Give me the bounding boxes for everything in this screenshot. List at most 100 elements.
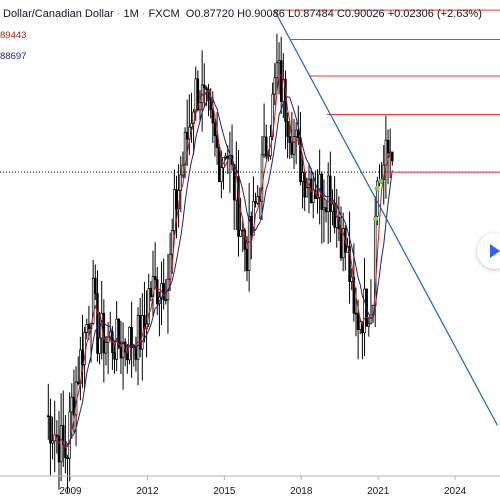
candle-body <box>153 276 157 280</box>
candle-body <box>279 60 283 102</box>
candle-body <box>70 396 74 413</box>
candle-body <box>211 109 215 124</box>
candle-body <box>113 352 116 360</box>
price-change-percent: (+2.63%) <box>436 8 482 20</box>
candle-body <box>91 277 95 324</box>
candle-body <box>277 60 281 64</box>
candle-body <box>128 327 131 361</box>
candle-body <box>57 435 61 463</box>
fast-ma-line <box>54 72 393 449</box>
candle-body <box>305 187 309 198</box>
candle-body <box>322 207 326 210</box>
candle-body <box>215 135 219 148</box>
candle-body <box>391 151 394 162</box>
candle-body <box>55 434 59 437</box>
ohlc-close: C0.90026 <box>336 8 385 20</box>
candle-body <box>239 229 242 237</box>
candle-body <box>260 154 264 202</box>
candle-body <box>147 288 150 325</box>
candle-body <box>311 189 315 204</box>
candle-body <box>384 139 388 166</box>
candle-body <box>203 84 206 89</box>
candle-body <box>294 129 298 137</box>
scroll-right-button[interactable] <box>477 233 500 269</box>
interval-label[interactable]: 1M <box>123 8 139 20</box>
candle-body <box>119 346 123 359</box>
candle-body <box>164 299 168 302</box>
x-tick-label: 2021 <box>367 486 390 497</box>
candle-body <box>49 416 52 444</box>
candle-body <box>130 327 133 348</box>
candle-body <box>241 229 244 232</box>
candle-body <box>335 216 339 228</box>
ohlc-high: H0.90086 <box>237 8 285 20</box>
candle-body <box>162 283 165 301</box>
signal-marker <box>373 216 379 222</box>
candle-body <box>59 425 63 463</box>
candle-body <box>96 293 99 354</box>
signal-marker <box>374 185 380 191</box>
candle-body <box>256 196 259 204</box>
candle-body <box>301 172 304 183</box>
candle-body <box>275 62 279 79</box>
candle-body <box>273 77 277 95</box>
candle-body <box>237 176 240 237</box>
candle-body <box>254 201 257 204</box>
candle-body <box>252 201 255 236</box>
candle-body <box>81 349 84 365</box>
candle-body <box>245 248 249 271</box>
candle-body <box>85 324 89 333</box>
header-separator: · <box>116 8 121 20</box>
candle-body <box>168 253 172 280</box>
candle-body <box>76 381 80 385</box>
candle-body <box>376 180 379 217</box>
candle-body <box>185 131 189 140</box>
candle-body <box>51 440 54 444</box>
x-tick-label: 2015 <box>213 486 236 497</box>
candle-body <box>68 411 71 459</box>
candle-body <box>329 175 332 213</box>
candle-body <box>196 78 200 111</box>
candle-body <box>326 175 330 213</box>
candle-body <box>117 318 121 348</box>
signal-marker <box>378 178 384 184</box>
ohlc-low: L0.87484 <box>287 8 334 20</box>
candle-body <box>213 122 217 137</box>
indicator-fast-ma-value: 89443 <box>0 30 27 41</box>
indicator-slow-ma-value: 88697 <box>0 51 27 62</box>
drawings <box>0 9 500 426</box>
candle-body <box>209 98 212 111</box>
candle-body <box>224 155 227 158</box>
candle-body <box>109 331 112 338</box>
candle-body <box>47 415 50 418</box>
candle-body <box>61 425 65 445</box>
candle-body <box>175 189 178 210</box>
candle-body <box>324 207 328 213</box>
moving-averages <box>54 72 393 449</box>
candle-body <box>367 323 371 327</box>
candle-body <box>356 313 360 330</box>
candle-body <box>369 314 373 325</box>
candle-body <box>363 288 366 334</box>
candle-body <box>173 189 176 231</box>
header-separator: · <box>141 8 146 20</box>
exchange-label: FXCM <box>148 8 180 20</box>
candle-body <box>190 123 193 128</box>
candle-body <box>354 312 358 315</box>
candle-body <box>220 167 223 183</box>
candle-body <box>64 444 67 459</box>
time-axis: 2009 2012 2015 2018 2021 2024 <box>0 475 500 497</box>
candle-body <box>331 203 334 213</box>
candle-body <box>292 136 296 155</box>
candle-body <box>66 457 69 460</box>
x-tick-label: 2009 <box>59 486 82 497</box>
candle-body <box>350 276 353 283</box>
symbol-title: Dollar/Canadian Dollar <box>3 8 114 20</box>
x-tick-label: 2024 <box>444 486 467 497</box>
candle-body <box>264 136 268 157</box>
trendline <box>273 9 498 426</box>
x-tick-label: 2012 <box>136 486 159 497</box>
candle-body <box>286 121 289 137</box>
slow-ma-line <box>64 96 393 446</box>
